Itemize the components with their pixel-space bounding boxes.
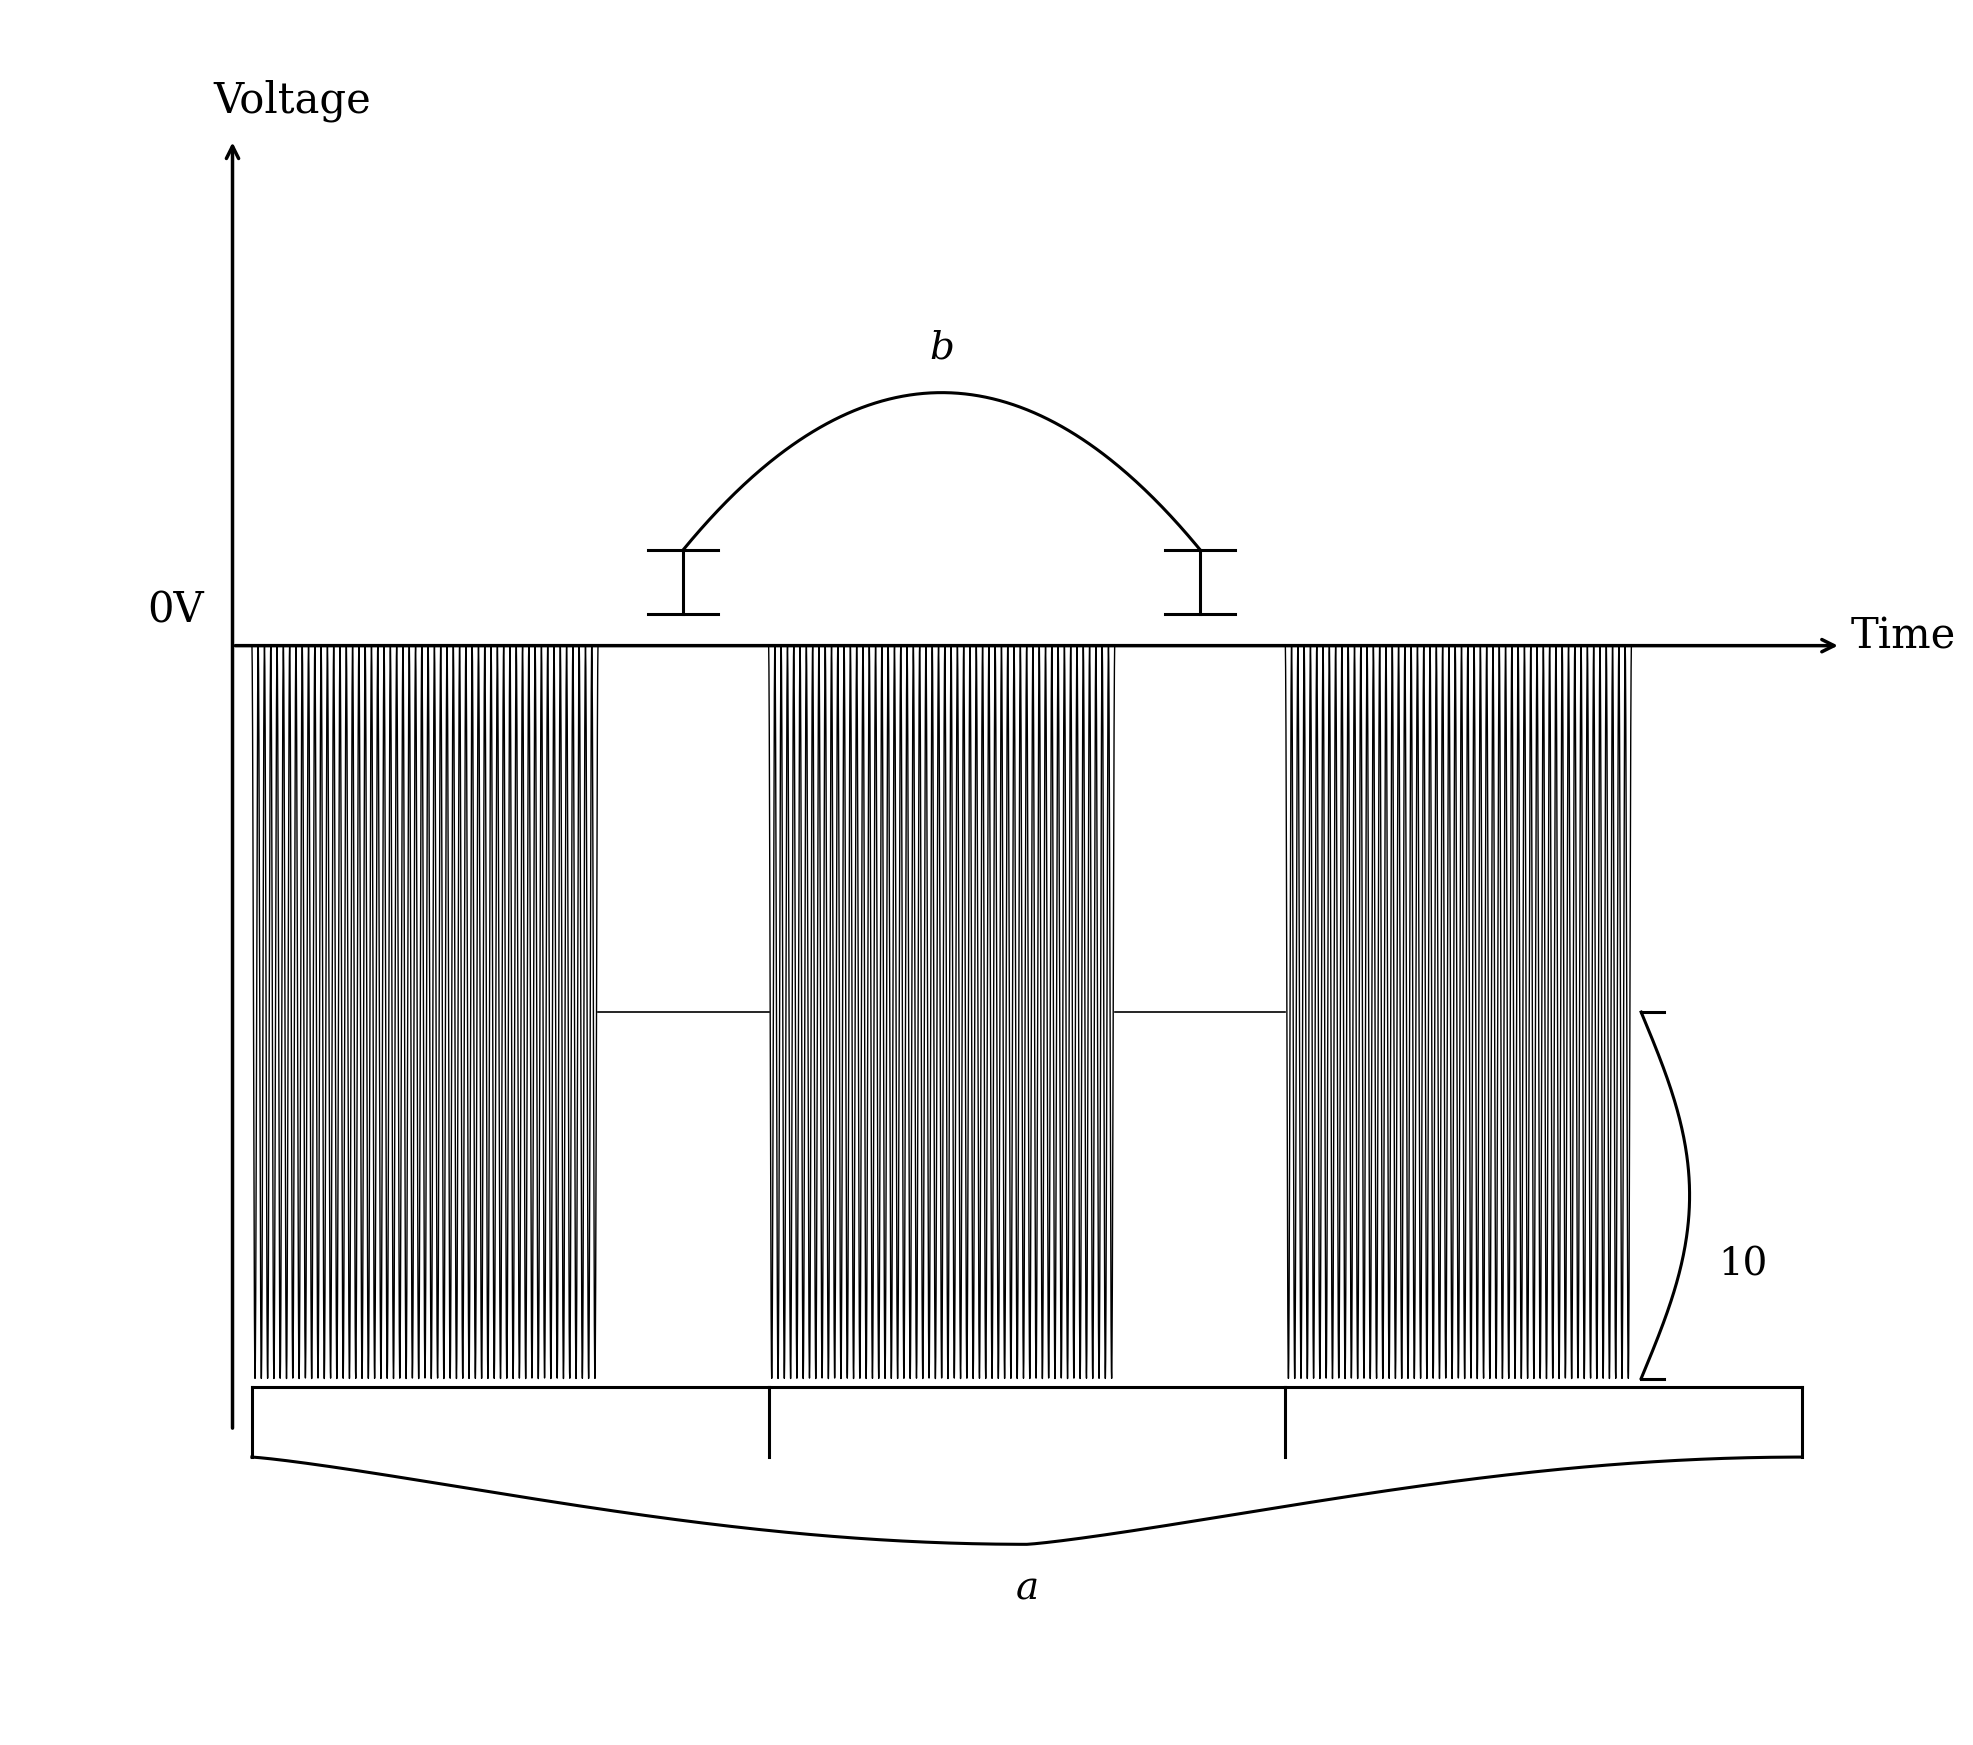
Text: 10: 10 — [1718, 1246, 1768, 1284]
Text: 0V: 0V — [146, 590, 203, 632]
Text: Voltage: Voltage — [213, 80, 371, 122]
Text: a: a — [1014, 1570, 1038, 1607]
Text: Time: Time — [1849, 616, 1955, 658]
Text: b: b — [929, 330, 953, 366]
